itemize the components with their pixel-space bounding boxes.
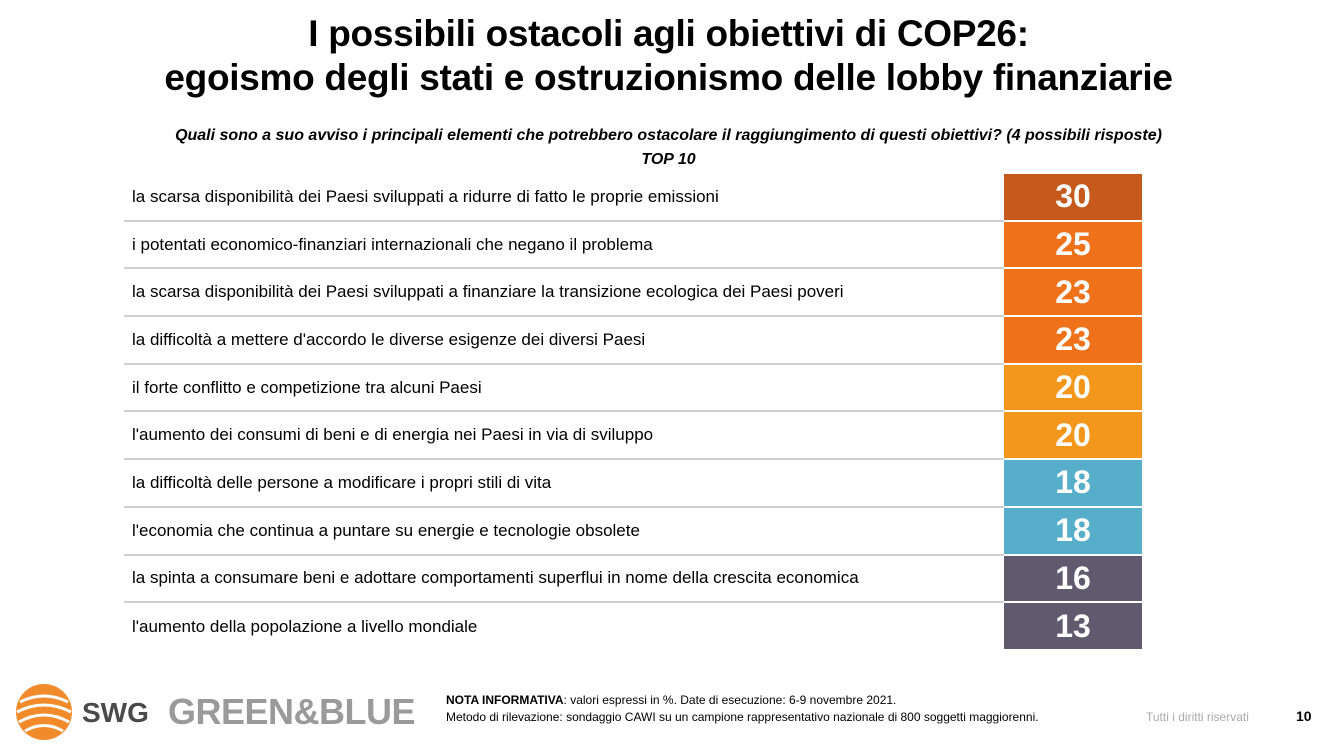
row-label: l'aumento della popolazione a livello mo… xyxy=(132,617,478,637)
table-row: la scarsa disponibilità dei Paesi svilup… xyxy=(124,269,1142,318)
note-label: NOTA INFORMATIVA xyxy=(446,693,564,707)
table-row: la difficoltà delle persone a modificare… xyxy=(124,460,1142,508)
row-label: l'economia che continua a puntare su ene… xyxy=(124,508,1004,556)
swg-globe-icon xyxy=(16,684,72,740)
title-line-1: I possibili ostacoli agli obiettivi di C… xyxy=(308,13,1029,54)
footer-logos: SWG GREEN&BLUE xyxy=(16,684,416,740)
row-label: la scarsa disponibilità dei Paesi svilup… xyxy=(124,174,1004,222)
table-row: la spinta a consumare beni e adottare co… xyxy=(124,555,1142,604)
row-label: la difficoltà delle persone a modificare… xyxy=(124,460,1004,508)
row-label: la spinta a consumare beni e adottare co… xyxy=(124,556,1004,604)
row-label: la difficoltà a mettere d'accordo le div… xyxy=(124,317,1004,365)
row-value: 18 xyxy=(1004,460,1142,508)
row-value: 23 xyxy=(1004,317,1142,365)
survey-question: Quali sono a suo avviso i principali ele… xyxy=(0,124,1337,172)
page-number: 10 xyxy=(1296,708,1312,724)
table-row: il forte conflitto e competizione tra al… xyxy=(124,364,1142,413)
ranking-table: la scarsa disponibilità dei Paesi svilup… xyxy=(124,174,1142,651)
informative-note: NOTA INFORMATIVA: valori espressi in %. … xyxy=(446,692,1039,726)
row-value: 23 xyxy=(1004,269,1142,318)
table-row: l'economia che continua a puntare su ene… xyxy=(124,507,1142,556)
row-value: 30 xyxy=(1004,174,1142,222)
table-row: i potentati economico-finanziari interna… xyxy=(124,221,1142,270)
table-row: la difficoltà a mettere d'accordo le div… xyxy=(124,317,1142,365)
rights-text: Tutti i diritti riservati xyxy=(1146,710,1249,724)
row-label: il forte conflitto e competizione tra al… xyxy=(124,365,1004,413)
top-10-label: TOP 10 xyxy=(641,151,696,168)
table-row: la scarsa disponibilità dei Paesi svilup… xyxy=(124,174,1142,222)
question-text: Quali sono a suo avviso i principali ele… xyxy=(175,127,1162,144)
method-text: Metodo di rilevazione: sondaggio CAWI su… xyxy=(446,710,1039,724)
row-value: 13 xyxy=(1004,603,1142,651)
swg-logo-text: SWG xyxy=(82,697,149,728)
row-value: 18 xyxy=(1004,507,1142,556)
row-value: 25 xyxy=(1004,221,1142,270)
row-label: l'aumento dei consumi di beni e di energ… xyxy=(124,412,1004,461)
row-label: i potentati economico-finanziari interna… xyxy=(124,222,1004,270)
row-label: la scarsa disponibilità dei Paesi svilup… xyxy=(124,269,1004,318)
page-title: I possibili ostacoli agli obiettivi di C… xyxy=(0,12,1337,100)
row-value: 20 xyxy=(1004,364,1142,413)
table-row: l'aumento dei consumi di beni e di energ… xyxy=(124,412,1142,461)
title-line-2: egoismo degli stati e ostruzionismo dell… xyxy=(164,57,1173,98)
note-text: : valori espressi in %. Date di esecuzio… xyxy=(563,693,897,707)
row-value: 16 xyxy=(1004,555,1142,604)
green-blue-logo-text: GREEN&BLUE xyxy=(168,691,415,732)
table-row: l'aumento della popolazione a livello mo… xyxy=(124,603,1142,651)
row-value: 20 xyxy=(1004,412,1142,461)
